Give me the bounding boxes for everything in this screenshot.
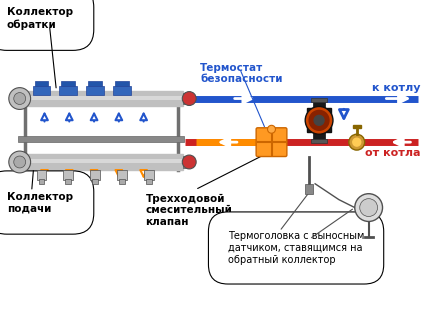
Text: Термостат
безопасности: Термостат безопасности [200, 63, 283, 84]
Bar [20, 159, 183, 163]
Bar [20, 154, 183, 170]
Bar [18, 136, 184, 142]
Bar [20, 91, 183, 107]
Bar [90, 170, 100, 180]
Circle shape [267, 125, 276, 133]
Circle shape [14, 156, 26, 168]
Circle shape [355, 194, 383, 221]
Bar [305, 184, 313, 194]
Circle shape [314, 116, 324, 125]
Circle shape [9, 88, 31, 109]
Bar [313, 99, 325, 110]
Bar [117, 170, 127, 180]
Circle shape [182, 155, 196, 169]
Bar [86, 86, 104, 95]
Bar [39, 179, 44, 184]
Bar [33, 86, 50, 95]
Bar [59, 86, 77, 95]
Text: от котла: от котла [365, 148, 420, 158]
FancyBboxPatch shape [256, 128, 287, 156]
Bar [65, 179, 71, 184]
Bar [63, 170, 73, 180]
Bar [20, 96, 183, 100]
Circle shape [353, 138, 361, 146]
Text: Коллектор
обратки: Коллектор обратки [7, 7, 73, 29]
Bar [34, 81, 49, 86]
Bar [307, 108, 331, 132]
Bar [353, 125, 361, 128]
Bar [183, 156, 189, 168]
Bar [92, 179, 98, 184]
Circle shape [360, 199, 378, 217]
Bar [311, 98, 327, 101]
Circle shape [305, 107, 333, 134]
Circle shape [9, 151, 31, 173]
Circle shape [182, 92, 196, 106]
Text: Коллектор
подачи: Коллектор подачи [7, 192, 73, 213]
Bar [144, 170, 154, 180]
Bar [146, 179, 151, 184]
Bar [37, 170, 46, 180]
Bar [113, 86, 131, 95]
Bar [88, 81, 102, 86]
Bar [119, 179, 125, 184]
Bar [61, 81, 75, 86]
Bar [311, 139, 327, 143]
Text: Трехходовой
смесительный
клапан: Трехходовой смесительный клапан [146, 194, 233, 227]
Bar [183, 92, 189, 105]
Text: Термоголовка с выносным
датчиком, ставящимся на
обратный коллектор: Термоголовка с выносным датчиком, ставящ… [228, 231, 364, 265]
Bar [313, 130, 325, 142]
Circle shape [349, 134, 365, 150]
Circle shape [309, 110, 329, 130]
Circle shape [14, 92, 26, 105]
Bar [115, 81, 129, 86]
Text: к котлу: к котлу [372, 83, 420, 92]
